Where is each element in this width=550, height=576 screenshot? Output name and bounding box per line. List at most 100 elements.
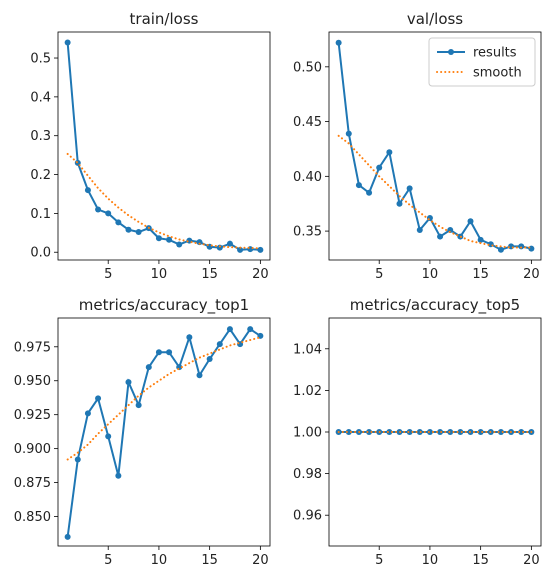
x-tick-label: 5 xyxy=(104,553,112,568)
subplot-4: metrics/accuracy_top5 5 10 15 20 0.96 0.98 1.00… xyxy=(293,296,542,568)
results-point xyxy=(64,39,71,46)
legend-results-marker xyxy=(448,49,454,55)
results-point xyxy=(135,229,142,236)
y-tick-label: 0.50 xyxy=(293,60,322,75)
results-point xyxy=(216,341,223,348)
axes-frame xyxy=(328,317,542,547)
y-tick-label: 0.40 xyxy=(293,170,322,185)
y-tick-label: 0.0 xyxy=(30,246,51,261)
results-point xyxy=(355,182,362,189)
results-point xyxy=(206,356,213,363)
results-point xyxy=(64,533,71,540)
x-tick-label: 10 xyxy=(422,553,439,568)
results-point xyxy=(216,244,223,251)
results-point xyxy=(226,240,233,247)
x-tick-label: 10 xyxy=(151,267,168,282)
subplot-2: val/loss 5 10 15 20 0.35 0.40 0.45 0.50 xyxy=(293,10,542,282)
legend-smooth-label: smooth xyxy=(473,66,522,81)
legend: results smooth xyxy=(428,37,536,87)
results-point xyxy=(477,236,484,243)
results-point xyxy=(145,364,152,371)
y-tick-label: 0.2 xyxy=(30,168,51,183)
smooth-line xyxy=(337,134,533,249)
x-tick-label: 15 xyxy=(472,553,489,568)
legend-box xyxy=(428,37,536,87)
results-point xyxy=(437,429,444,435)
results-point xyxy=(74,456,81,463)
results-point xyxy=(84,410,91,417)
results-point xyxy=(125,226,132,233)
results-point xyxy=(105,210,112,217)
results-point xyxy=(155,235,162,242)
results-point xyxy=(166,349,173,356)
results-point xyxy=(497,429,504,435)
results-point xyxy=(366,429,373,435)
results-point xyxy=(457,429,464,435)
results-point xyxy=(95,395,102,402)
x-tick-label: 10 xyxy=(151,553,168,568)
results-point xyxy=(186,334,193,341)
y-tick-label: 0.900 xyxy=(14,442,51,457)
results-point xyxy=(518,429,525,435)
y-tick-label: 0.925 xyxy=(14,408,51,423)
results-point xyxy=(518,243,525,250)
y-tick-label: 1.04 xyxy=(293,342,322,357)
y-tick-label: 0.98 xyxy=(293,467,322,482)
x-tick-label: 5 xyxy=(104,267,112,282)
results-point xyxy=(257,246,264,253)
axes-frame xyxy=(57,317,271,547)
results-point xyxy=(528,245,535,252)
y-tick-label: 0.96 xyxy=(293,509,322,524)
results-point xyxy=(497,246,504,253)
y-tick-label: 0.4 xyxy=(30,90,51,105)
y-tick-label: 0.850 xyxy=(14,510,51,525)
y-tick-label: 0.5 xyxy=(30,52,51,67)
results-point xyxy=(396,200,403,207)
chart-title: val/loss xyxy=(407,10,463,28)
results-point xyxy=(447,226,454,233)
axes-frame xyxy=(57,31,271,261)
results-point xyxy=(335,39,342,46)
y-tick-label: 0.1 xyxy=(30,207,51,222)
results-point xyxy=(376,164,383,171)
x-tick-label: 20 xyxy=(252,553,269,568)
results-point xyxy=(477,429,484,435)
results-point xyxy=(196,372,203,379)
results-point xyxy=(406,429,413,435)
x-tick-label: 5 xyxy=(375,553,383,568)
results-point xyxy=(366,189,373,196)
results-point xyxy=(437,233,444,240)
y-tick-label: 0.875 xyxy=(14,476,51,491)
results-point xyxy=(247,326,254,333)
results-point xyxy=(416,226,423,233)
chart-title: metrics/accuracy_top5 xyxy=(350,296,520,315)
y-tick-label: 0.975 xyxy=(14,340,51,355)
subplot-1: train/loss 5 10 15 20 0.0 0.1 0.2 0.3 0.4 0.5 xyxy=(30,10,271,282)
results-point xyxy=(155,349,162,356)
x-tick-label: 5 xyxy=(375,267,383,282)
results-point xyxy=(345,429,352,435)
results-point xyxy=(237,246,244,253)
y-tick-label: 0.35 xyxy=(293,225,322,240)
x-tick-label: 10 xyxy=(422,267,439,282)
results-point xyxy=(84,187,91,194)
results-line xyxy=(66,42,261,251)
x-tick-label: 15 xyxy=(201,267,218,282)
y-tick-label: 0.3 xyxy=(30,129,51,144)
results-point xyxy=(95,206,102,213)
results-point xyxy=(176,241,183,248)
results-point xyxy=(226,326,233,333)
subplot-3: metrics/accuracy_top1 5 10 15 20 0.850 0.875 0.… xyxy=(14,296,271,568)
x-tick-label: 20 xyxy=(523,553,540,568)
x-tick-label: 15 xyxy=(201,553,218,568)
smooth-line xyxy=(66,152,262,250)
results-point xyxy=(115,219,122,226)
results-point xyxy=(345,130,352,137)
results-point xyxy=(426,214,433,221)
results-point xyxy=(135,402,142,409)
results-line xyxy=(66,327,261,538)
legend-results-label: results xyxy=(473,46,517,61)
results-point xyxy=(386,429,393,435)
results-point xyxy=(166,236,173,243)
